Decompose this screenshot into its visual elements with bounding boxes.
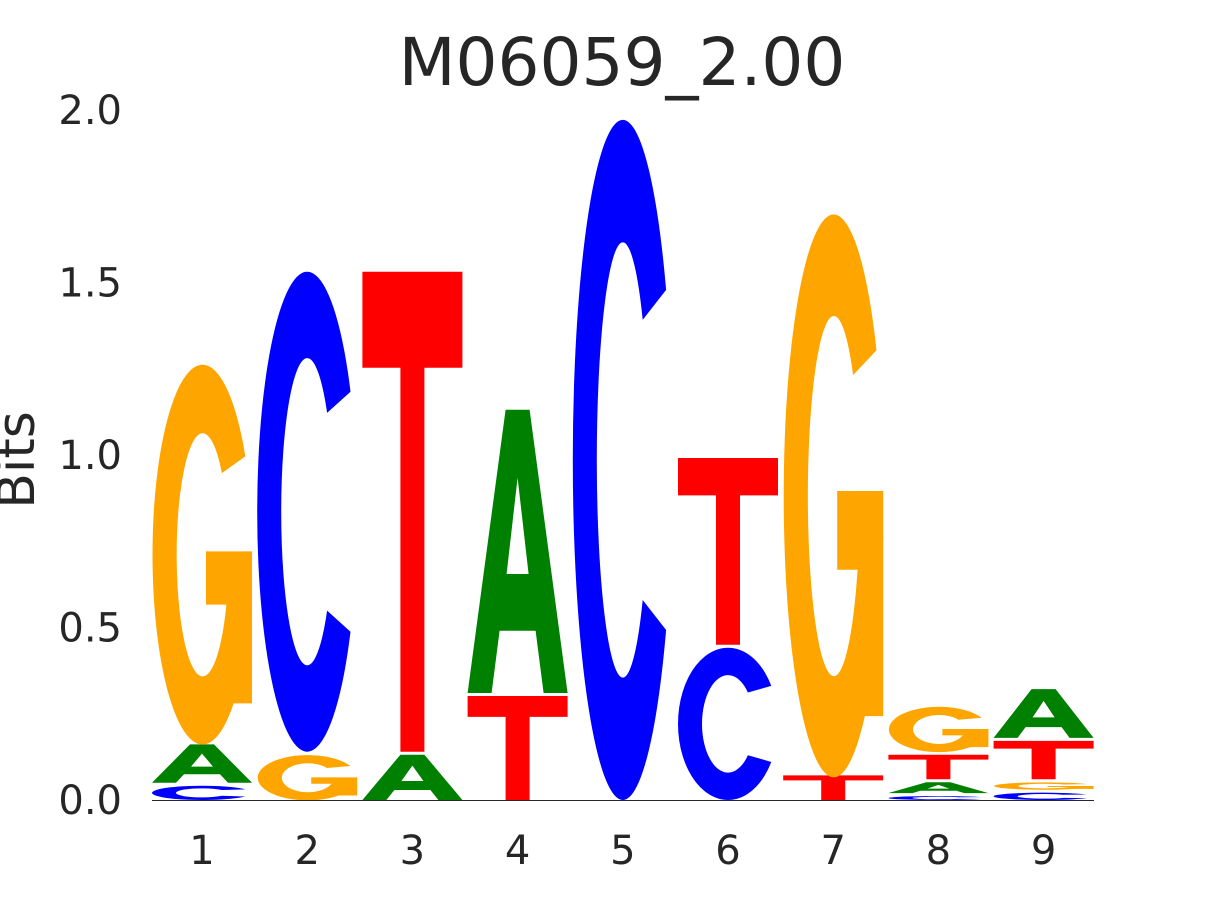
x-tick-label: 6 bbox=[715, 828, 740, 874]
logo-letter-C-pos-8 bbox=[888, 796, 982, 800]
letter-glyph-shape bbox=[152, 744, 252, 783]
y-ticks: 0.0 0.5 1.0 1.5 2.0 bbox=[58, 88, 122, 824]
x-tick-label: 9 bbox=[1031, 828, 1056, 874]
y-tick-label: 2.0 bbox=[58, 88, 122, 134]
logo-letter-C-pos-2 bbox=[257, 271, 351, 752]
logo-letter-A-pos-9 bbox=[993, 689, 1094, 738]
letter-glyph-shape bbox=[783, 214, 884, 778]
letter-glyph-shape bbox=[888, 754, 989, 780]
letter-glyph-shape bbox=[993, 792, 1087, 800]
x-ticks: 1 2 3 4 5 6 7 8 9 bbox=[189, 828, 1056, 874]
letter-glyph-shape bbox=[888, 782, 989, 794]
y-axis-label: Bits bbox=[0, 411, 47, 509]
letter-glyph-shape bbox=[362, 271, 463, 752]
letter-glyph-shape bbox=[678, 458, 778, 645]
x-tick-label: 8 bbox=[926, 828, 951, 874]
letter-glyph-shape bbox=[257, 755, 358, 801]
letter-glyph-shape bbox=[993, 689, 1094, 738]
logo-letter-T-pos-9 bbox=[993, 740, 1094, 780]
letter-glyph-shape bbox=[1047, 785, 1094, 789]
letter-glyph-shape bbox=[152, 364, 252, 745]
logo-letters bbox=[151, 119, 1094, 801]
x-tick-label: 2 bbox=[294, 828, 319, 874]
x-tick-label: 7 bbox=[820, 828, 845, 874]
letter-glyph-shape bbox=[994, 782, 1094, 790]
letter-glyph-shape bbox=[783, 775, 884, 800]
logo-letter-T-pos-3 bbox=[362, 271, 463, 752]
letter-glyph-shape bbox=[151, 785, 246, 800]
letter-glyph-shape bbox=[311, 777, 358, 796]
logo-letter-C-pos-6 bbox=[677, 647, 772, 800]
x-tick-label: 1 bbox=[189, 828, 214, 874]
logo-letter-G-pos-1 bbox=[152, 364, 252, 745]
logo-letter-C-pos-5 bbox=[572, 119, 667, 801]
chart-title: M06059_2.00 bbox=[399, 24, 846, 101]
logo-letter-G-pos-9 bbox=[994, 782, 1094, 790]
letter-glyph-shape bbox=[572, 119, 667, 801]
logo-letter-T-pos-8 bbox=[888, 754, 989, 780]
logo-letter-C-pos-1 bbox=[151, 785, 246, 800]
letter-glyph-shape bbox=[257, 271, 351, 752]
letter-glyph-shape bbox=[993, 740, 1094, 780]
letter-glyph-shape bbox=[677, 647, 772, 800]
letter-glyph-shape bbox=[837, 491, 884, 717]
letter-glyph-shape bbox=[888, 706, 989, 753]
logo-letter-T-pos-4 bbox=[467, 696, 568, 800]
logo-letter-T-pos-6 bbox=[678, 458, 778, 645]
x-tick-label: 3 bbox=[400, 828, 425, 874]
logo-letter-G-pos-8 bbox=[888, 706, 989, 753]
letter-glyph-shape bbox=[942, 729, 989, 748]
y-tick-label: 0.0 bbox=[58, 778, 122, 824]
letter-glyph-shape bbox=[467, 696, 568, 800]
letter-glyph-shape bbox=[888, 796, 982, 800]
letter-glyph-shape bbox=[362, 754, 463, 800]
x-tick-label: 4 bbox=[505, 828, 530, 874]
letter-glyph-shape bbox=[206, 551, 252, 704]
logo-letter-A-pos-3 bbox=[362, 754, 463, 800]
letter-glyph-shape bbox=[467, 409, 568, 694]
y-tick-label: 1.0 bbox=[58, 433, 122, 479]
logo-letter-G-pos-2 bbox=[257, 755, 358, 801]
logo-letter-A-pos-4 bbox=[467, 409, 568, 694]
y-tick-label: 0.5 bbox=[58, 606, 122, 652]
y-tick-label: 1.5 bbox=[58, 261, 122, 307]
logo-letter-C-pos-9 bbox=[993, 792, 1087, 800]
logo-letter-A-pos-8 bbox=[888, 782, 989, 794]
x-tick-label: 5 bbox=[610, 828, 635, 874]
logo-letter-A-pos-1 bbox=[152, 744, 252, 783]
logo-letter-T-pos-7 bbox=[783, 775, 884, 800]
logo-letter-G-pos-7 bbox=[783, 214, 884, 778]
